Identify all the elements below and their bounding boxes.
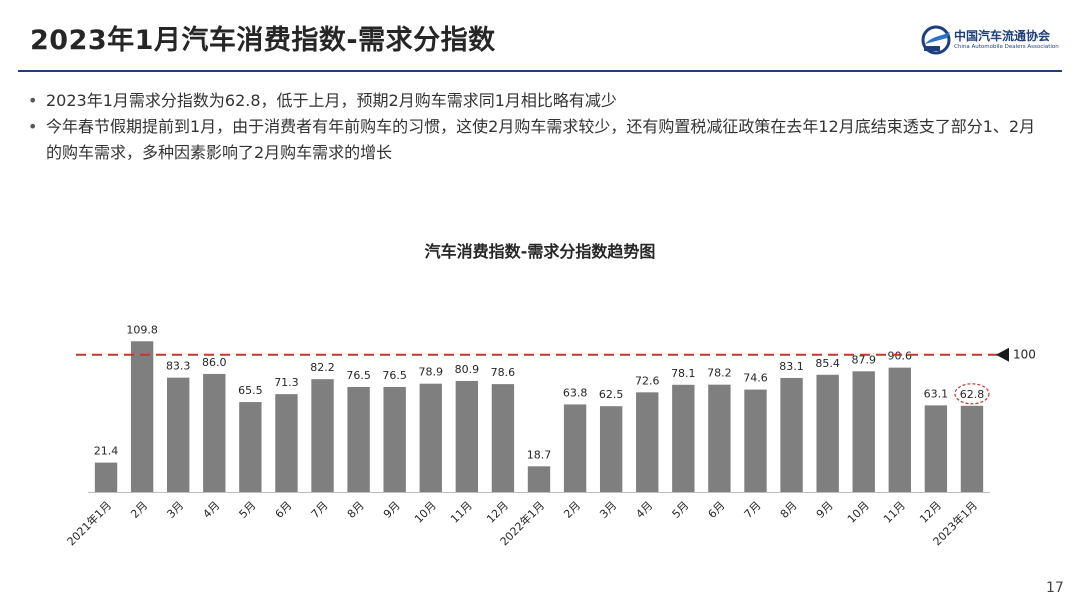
bar bbox=[816, 374, 839, 492]
data-label: 72.6 bbox=[635, 374, 660, 387]
highlight-circle bbox=[954, 383, 990, 405]
x-tick-label: 6月 bbox=[706, 499, 728, 521]
bar bbox=[383, 386, 406, 492]
x-tick-label: 9月 bbox=[814, 499, 836, 521]
logo-mark-icon bbox=[921, 25, 951, 55]
title-rule bbox=[18, 70, 1062, 72]
x-tick-label: 3月 bbox=[597, 499, 619, 521]
x-tick-label: 8月 bbox=[345, 499, 367, 521]
bar bbox=[419, 383, 442, 492]
x-tick-label: 6月 bbox=[273, 499, 295, 521]
x-tick-label: 5月 bbox=[237, 499, 259, 521]
bar bbox=[167, 377, 190, 492]
data-label: 82.2 bbox=[310, 361, 335, 374]
data-label: 78.6 bbox=[491, 366, 516, 379]
data-label: 109.8 bbox=[126, 323, 158, 336]
bar bbox=[239, 402, 262, 492]
bar bbox=[455, 380, 479, 492]
bar bbox=[672, 384, 695, 492]
x-tick-label: 3月 bbox=[164, 499, 186, 521]
x-tick-label: 10月 bbox=[412, 499, 439, 526]
data-label: 90.6 bbox=[888, 350, 913, 363]
data-label: 80.9 bbox=[455, 363, 480, 376]
x-tick-label: 5月 bbox=[670, 499, 692, 521]
logo: 中国汽车流通协会 China Automobile Dealers Associ… bbox=[920, 24, 1070, 58]
data-label: 87.9 bbox=[851, 353, 876, 366]
data-label: 63.8 bbox=[563, 386, 588, 399]
data-label: 83.3 bbox=[166, 360, 191, 373]
data-label: 78.2 bbox=[707, 367, 732, 380]
data-label: 76.5 bbox=[346, 369, 371, 382]
x-tick-label: 11月 bbox=[448, 499, 475, 526]
data-label: 74.6 bbox=[743, 372, 768, 385]
x-tick-label: 2月 bbox=[561, 499, 583, 521]
data-label: 71.3 bbox=[274, 376, 299, 389]
slide-title: 2023年1月汽车消费指数-需求分指数 bbox=[30, 25, 496, 56]
x-tick-label: 11月 bbox=[881, 499, 908, 526]
x-tick-label: 12月 bbox=[917, 499, 944, 526]
x-tick-label: 2月 bbox=[128, 499, 150, 521]
data-label: 78.9 bbox=[419, 366, 444, 379]
x-tick-label: 7月 bbox=[309, 499, 331, 521]
bar bbox=[563, 404, 587, 492]
data-label: 78.1 bbox=[671, 367, 696, 380]
bullet-item: 2023年1月需求分指数为62.8，低于上月，预期2月购车需求同1月相比略有减少 bbox=[24, 88, 1044, 114]
bar bbox=[527, 466, 551, 492]
data-label: 65.5 bbox=[238, 384, 263, 397]
data-label: 18.7 bbox=[527, 448, 552, 461]
page-number: 17 bbox=[1046, 580, 1064, 596]
bar bbox=[924, 405, 948, 492]
x-tick-label: 9月 bbox=[381, 499, 403, 521]
data-label: 86.0 bbox=[202, 356, 227, 369]
bar bbox=[780, 377, 803, 492]
bar bbox=[636, 392, 659, 492]
data-label: 21.4 bbox=[94, 445, 119, 458]
bar bbox=[852, 371, 875, 492]
bar bbox=[599, 406, 623, 492]
x-tick-label: 4月 bbox=[633, 499, 655, 521]
reference-label: 100 bbox=[1013, 348, 1036, 362]
bar bbox=[491, 384, 515, 492]
data-label: 85.4 bbox=[815, 357, 840, 370]
bar bbox=[311, 379, 334, 492]
bar bbox=[960, 405, 984, 492]
bar bbox=[203, 373, 226, 492]
x-tick-label: 10月 bbox=[845, 499, 872, 526]
bar bbox=[347, 386, 370, 492]
bar bbox=[708, 384, 731, 492]
data-label: 83.1 bbox=[779, 360, 804, 373]
bar bbox=[275, 394, 298, 492]
logo-name-en: China Automobile Dealers Association bbox=[954, 44, 1059, 50]
x-tick-label: 2021年1月 bbox=[64, 498, 114, 548]
x-tick-label: 4月 bbox=[200, 499, 222, 521]
x-tick-label: 7月 bbox=[742, 499, 764, 521]
x-tick-label: 12月 bbox=[484, 499, 511, 526]
x-tick-label: 8月 bbox=[778, 499, 800, 521]
bar bbox=[888, 367, 911, 492]
bullet-list: 2023年1月需求分指数为62.8，低于上月，预期2月购车需求同1月相比略有减少… bbox=[24, 88, 1044, 166]
data-label: 63.1 bbox=[924, 387, 949, 400]
bar bbox=[94, 462, 118, 492]
chart-title: 汽车消费指数-需求分指数趋势图 bbox=[424, 242, 656, 261]
bar bbox=[744, 389, 767, 492]
data-label: 76.5 bbox=[382, 369, 407, 382]
reference-arrow-icon bbox=[996, 347, 1009, 362]
bullet-item: 今年春节假期提前到1月，由于消费者有年前购车的习惯，这使2月购车需求较少，还有购… bbox=[24, 114, 1044, 166]
data-label: 62.5 bbox=[599, 388, 624, 401]
logo-name-cn: 中国汽车流通协会 bbox=[954, 29, 1051, 43]
data-label: 62.8 bbox=[960, 388, 985, 401]
bar bbox=[130, 341, 154, 492]
